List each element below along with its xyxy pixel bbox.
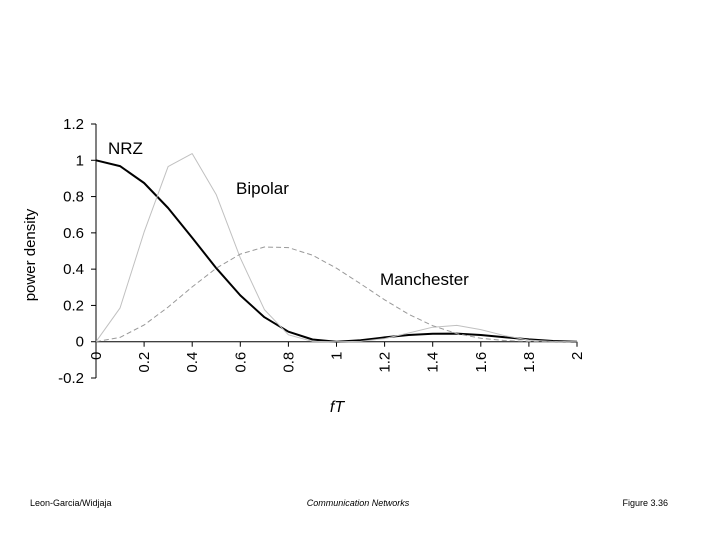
y-tick-label: 0.2 (63, 297, 84, 314)
y-tick-label: 0.6 (63, 225, 84, 242)
x-tick-label: 0.4 (184, 352, 201, 373)
y-tick-label: 0.8 (63, 189, 84, 206)
x-tick-label: 0 (88, 352, 105, 360)
x-axis-label: fT (330, 399, 345, 416)
footer-left: Leon-Garcia/Widjaja (30, 498, 112, 508)
x-tick-label: 0.6 (232, 352, 249, 373)
y-tick-label: 1.2 (63, 116, 84, 133)
series-label: Manchester (380, 270, 469, 289)
series-label: NRZ (108, 139, 143, 158)
series-line (95, 159, 578, 343)
y-tick-label: -0.2 (58, 370, 84, 387)
x-tick-label: 0.8 (280, 352, 297, 373)
series-line (95, 153, 578, 343)
footer-center: Communication Networks (307, 498, 410, 508)
x-tick-label: 0.2 (136, 352, 153, 373)
x-tick-label: 1.8 (521, 352, 538, 373)
x-tick-label: 1.4 (425, 352, 442, 373)
y-tick-label: 1 (76, 152, 84, 169)
y-tick-label: 0 (76, 334, 84, 351)
y-axis-label: power density (22, 208, 39, 301)
series-line (95, 246, 577, 343)
y-tick-label: 0.4 (63, 261, 84, 278)
x-tick-label: 1.6 (473, 352, 490, 373)
footer-right: Figure 3.36 (622, 498, 668, 508)
series-label: Bipolar (236, 179, 289, 198)
x-tick-label: 1.2 (377, 352, 394, 373)
x-tick-label: 1 (329, 352, 346, 360)
x-tick-label: 2 (569, 352, 586, 360)
